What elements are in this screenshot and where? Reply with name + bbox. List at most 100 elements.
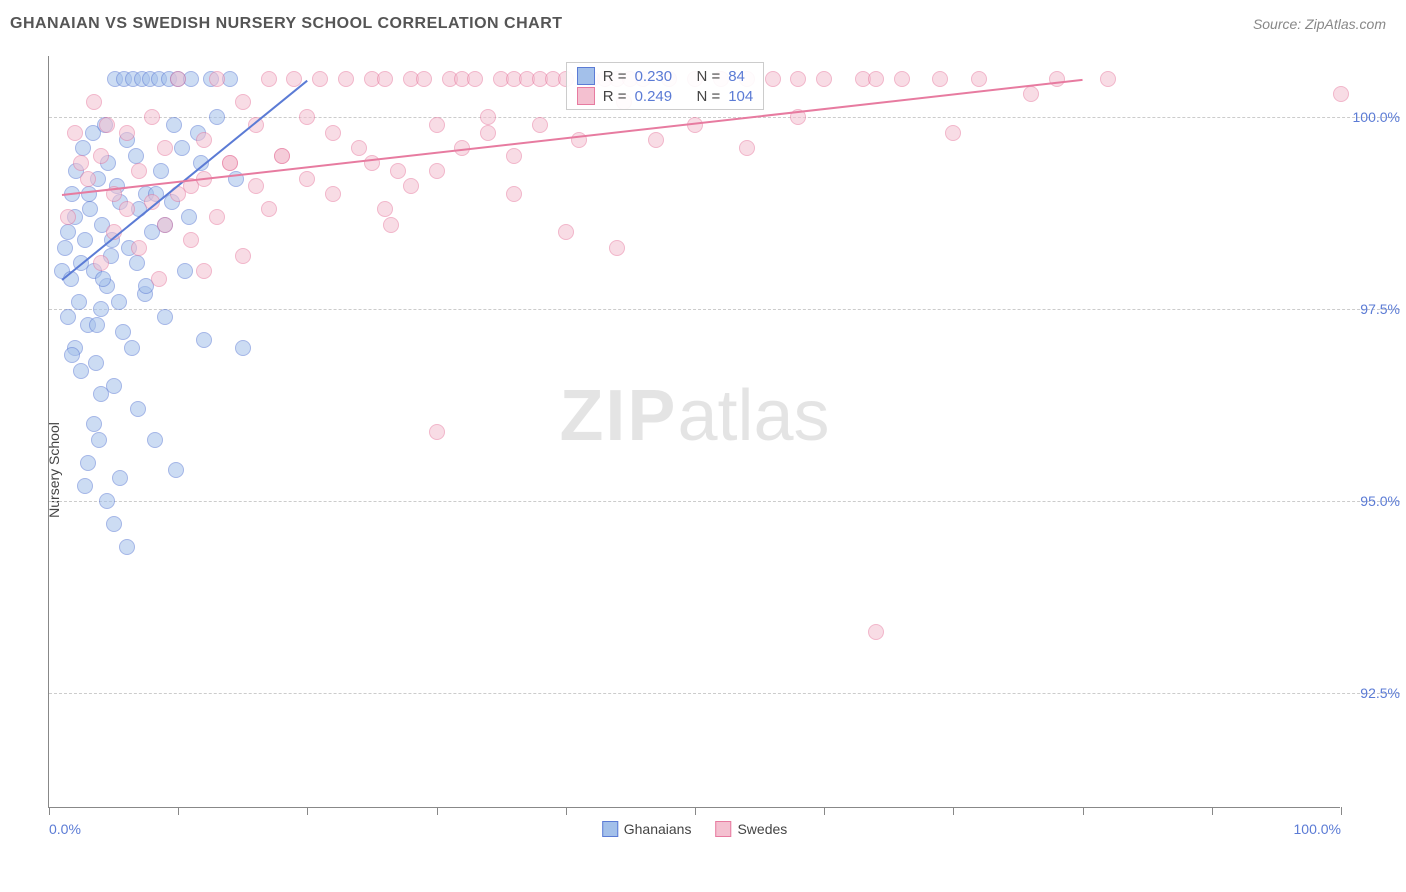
data-point <box>377 71 393 87</box>
gridline <box>49 693 1400 694</box>
data-point <box>248 178 264 194</box>
data-point <box>151 271 167 287</box>
data-point <box>86 416 102 432</box>
data-point <box>153 163 169 179</box>
data-point <box>351 140 367 156</box>
data-point <box>57 240 73 256</box>
header: GHANAIAN VS SWEDISH NURSERY SCHOOL CORRE… <box>0 0 1406 48</box>
data-point <box>168 462 184 478</box>
series-legend: Ghanaians Swedes <box>602 821 788 837</box>
data-point <box>196 132 212 148</box>
watermark: ZIPatlas <box>559 375 829 457</box>
legend-swatch-icon <box>715 821 731 837</box>
data-point <box>1049 71 1065 87</box>
data-point <box>86 94 102 110</box>
data-point <box>390 163 406 179</box>
data-point <box>299 109 315 125</box>
data-point <box>790 71 806 87</box>
x-tick-label: 0.0% <box>49 821 81 837</box>
data-point <box>93 386 109 402</box>
x-tick <box>953 807 954 815</box>
data-point <box>115 324 131 340</box>
data-point <box>174 140 190 156</box>
data-point <box>816 71 832 87</box>
x-tick <box>566 807 567 815</box>
watermark-light: atlas <box>677 376 829 456</box>
x-tick <box>1083 807 1084 815</box>
data-point <box>128 148 144 164</box>
data-point <box>82 201 98 217</box>
series-legend-label: Swedes <box>737 821 787 837</box>
data-point <box>88 355 104 371</box>
legend-swatch-icon <box>577 67 595 85</box>
legend-r-value: 0.249 <box>635 88 673 105</box>
data-point <box>181 209 197 225</box>
y-tick-label: 97.5% <box>1342 301 1400 317</box>
data-point <box>106 516 122 532</box>
data-point <box>75 140 91 156</box>
data-point <box>235 340 251 356</box>
data-point <box>60 309 76 325</box>
y-tick-label: 100.0% <box>1342 109 1400 125</box>
data-point <box>209 209 225 225</box>
x-tick <box>178 807 179 815</box>
data-point <box>93 148 109 164</box>
data-point <box>129 255 145 271</box>
x-tick <box>1341 807 1342 815</box>
data-point <box>506 186 522 202</box>
stats-legend-row: R =0.249 N = 104 <box>577 87 753 105</box>
legend-n-value: 104 <box>728 88 753 105</box>
data-point <box>93 255 109 271</box>
legend-swatch-icon <box>577 87 595 105</box>
data-point <box>506 148 522 164</box>
data-point <box>971 71 987 87</box>
data-point <box>609 240 625 256</box>
plot-region: ZIPatlas 100.0%97.5%95.0%92.5%0.0%100.0%… <box>48 56 1340 808</box>
series-legend-item: Ghanaians <box>602 821 692 837</box>
data-point <box>60 224 76 240</box>
data-point <box>112 470 128 486</box>
legend-swatch-icon <box>602 821 618 837</box>
data-point <box>429 117 445 133</box>
data-point <box>932 71 948 87</box>
data-point <box>377 201 393 217</box>
chart-title: GHANAIAN VS SWEDISH NURSERY SCHOOL CORRE… <box>10 15 563 33</box>
data-point <box>81 186 97 202</box>
data-point <box>95 271 111 287</box>
data-point <box>73 155 89 171</box>
watermark-bold: ZIP <box>559 376 677 456</box>
data-point <box>147 432 163 448</box>
data-point <box>429 424 445 440</box>
data-point <box>868 71 884 87</box>
stats-legend-row: R =0.230 N = 84 <box>577 67 753 85</box>
data-point <box>222 155 238 171</box>
data-point <box>196 332 212 348</box>
data-point <box>235 94 251 110</box>
data-point <box>274 148 290 164</box>
data-point <box>73 363 89 379</box>
data-point <box>119 201 135 217</box>
x-tick <box>437 807 438 815</box>
data-point <box>99 117 115 133</box>
data-point <box>261 71 277 87</box>
data-point <box>739 140 755 156</box>
data-point <box>80 171 96 187</box>
legend-r-label: R = <box>603 88 627 105</box>
data-point <box>67 125 83 141</box>
data-point <box>338 71 354 87</box>
data-point <box>312 71 328 87</box>
x-tick <box>824 807 825 815</box>
series-legend-item: Swedes <box>715 821 787 837</box>
data-point <box>157 309 173 325</box>
data-point <box>325 186 341 202</box>
data-point <box>131 163 147 179</box>
x-tick <box>49 807 50 815</box>
legend-r-label: R = <box>603 68 627 85</box>
data-point <box>170 71 186 87</box>
data-point <box>80 455 96 471</box>
data-point <box>183 232 199 248</box>
data-point <box>60 209 76 225</box>
series-legend-label: Ghanaians <box>624 821 692 837</box>
data-point <box>403 178 419 194</box>
data-point <box>945 125 961 141</box>
